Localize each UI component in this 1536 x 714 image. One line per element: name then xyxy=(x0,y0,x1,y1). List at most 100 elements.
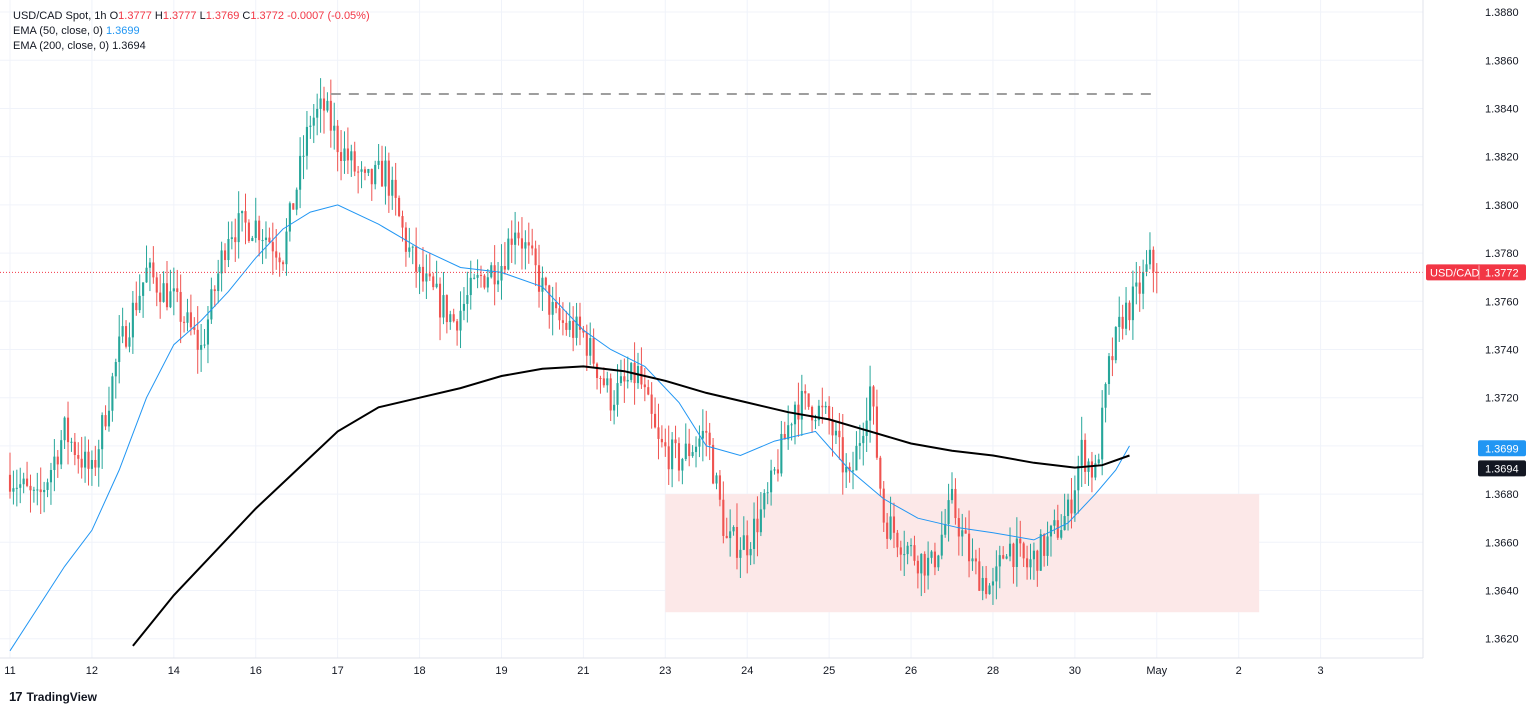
candle-body xyxy=(346,148,349,161)
candle-body xyxy=(1077,465,1080,491)
candle xyxy=(1155,263,1158,294)
ema200-row[interactable]: EMA (200, close, 0) 1.3694 xyxy=(13,39,370,54)
candle xyxy=(1080,416,1083,487)
candle-body xyxy=(415,246,418,272)
candle-body xyxy=(169,291,172,308)
candle xyxy=(8,452,12,499)
candle xyxy=(886,513,889,549)
candle xyxy=(776,449,779,482)
candle xyxy=(623,358,626,403)
candle xyxy=(466,271,469,323)
candle-body xyxy=(56,456,59,465)
ema50-row[interactable]: EMA (50, close, 0) 1.3699 xyxy=(13,24,370,39)
candle xyxy=(899,540,902,571)
candle-body xyxy=(295,189,298,210)
candle xyxy=(1114,326,1117,364)
y-tick-label: 1.3720 xyxy=(1485,393,1519,405)
candle xyxy=(892,502,896,549)
candle-body xyxy=(145,267,148,283)
candle-body xyxy=(288,203,291,232)
candle xyxy=(193,317,196,335)
candle xyxy=(869,365,872,443)
candle-body xyxy=(73,441,76,456)
candle xyxy=(609,373,612,422)
candle-body xyxy=(527,242,530,246)
candle-body xyxy=(155,277,158,293)
candle-body xyxy=(32,489,35,491)
candle xyxy=(858,424,861,460)
candle-body xyxy=(84,451,87,468)
candle-body xyxy=(148,262,151,268)
candle-body xyxy=(828,405,831,421)
candle-body xyxy=(647,387,650,395)
candle-body xyxy=(691,452,694,457)
candle xyxy=(159,274,162,319)
time-axis[interactable]: 11 12 14 16 17 18 19 21 23 24 25 26 28 30 May 2 3 xyxy=(0,657,1423,677)
candle xyxy=(531,228,534,256)
candle-body xyxy=(555,302,558,309)
candle xyxy=(1015,517,1018,587)
candle xyxy=(251,235,254,242)
candle-body xyxy=(889,516,892,539)
tradingview-brand[interactable]: 17 TradingView xyxy=(9,689,97,704)
candle-body xyxy=(592,338,595,364)
candle xyxy=(244,193,247,245)
candle-body xyxy=(991,581,995,586)
candle-body xyxy=(643,384,646,388)
candle xyxy=(971,538,974,571)
candle-body xyxy=(247,222,250,241)
candle-body xyxy=(165,283,169,308)
candle-body xyxy=(903,554,906,556)
candle xyxy=(169,269,172,309)
candle-body xyxy=(387,160,390,196)
x-tick-label: 28 xyxy=(987,665,999,677)
candle-body xyxy=(281,262,285,265)
ema50-line xyxy=(9,204,1130,652)
candle xyxy=(350,144,353,177)
candle xyxy=(1008,527,1012,562)
candle-body xyxy=(493,265,496,285)
candle xyxy=(213,285,216,308)
symbol-label[interactable]: USD/CAD Spot, 1h xyxy=(13,10,107,22)
candle xyxy=(77,442,80,474)
candle xyxy=(664,428,667,457)
candle-body xyxy=(1121,316,1124,329)
candle xyxy=(476,259,479,289)
candle-body xyxy=(350,151,353,161)
candle-body xyxy=(561,320,564,323)
candle xyxy=(63,416,66,449)
price-axis[interactable]: 1.36201.36401.36601.36801.37001.37201.37… xyxy=(1422,0,1526,658)
candle-body xyxy=(1026,558,1029,568)
candle xyxy=(456,318,459,346)
candle xyxy=(230,221,233,250)
candle-body xyxy=(438,283,442,318)
candle xyxy=(742,516,745,551)
candle-body xyxy=(1008,543,1012,557)
candle-body xyxy=(176,288,179,292)
candle-body xyxy=(258,220,261,241)
candle-body xyxy=(8,474,12,492)
candle xyxy=(247,219,250,243)
candle xyxy=(421,247,425,292)
candle-body xyxy=(370,168,373,185)
candle-body xyxy=(851,470,855,472)
candle-body xyxy=(848,466,851,472)
candle xyxy=(770,459,773,506)
ema200-tag-bg xyxy=(1478,460,1526,477)
candle-body xyxy=(217,273,220,292)
candle-body xyxy=(841,437,844,473)
candle xyxy=(415,227,418,288)
candle xyxy=(114,358,117,399)
candle xyxy=(954,478,957,525)
candle-body xyxy=(1073,490,1076,514)
candle xyxy=(551,286,554,336)
candle-body xyxy=(322,98,326,111)
candle xyxy=(346,127,349,174)
candle xyxy=(1118,296,1121,342)
candle xyxy=(278,252,281,277)
candle-body xyxy=(63,417,66,441)
candle-body xyxy=(551,302,554,315)
candle xyxy=(725,517,728,539)
candle-body xyxy=(650,394,653,414)
